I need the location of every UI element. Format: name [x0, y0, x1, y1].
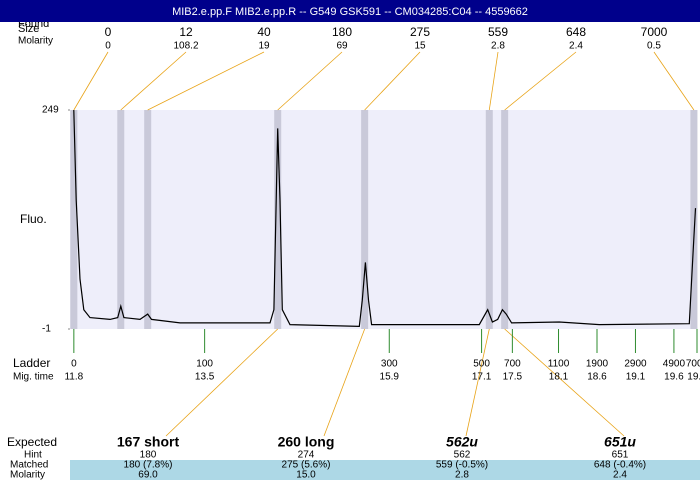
mig-time-label: Mig. time — [13, 372, 54, 383]
window-title: MIB2.e.pp.F MIB2.e.pp.R -- G549 GSK591 -… — [172, 6, 528, 18]
found-size: 180 — [332, 25, 352, 39]
peak-band — [361, 110, 369, 329]
ladder-size: 2900 — [624, 359, 647, 370]
found-size: 7000 — [641, 25, 668, 39]
hint-value: 651 — [612, 450, 629, 461]
found-molarity: 108.2 — [173, 41, 198, 52]
expected-molarity: 15.0 — [296, 470, 316, 480]
matched-label: Matched — [10, 460, 48, 471]
ladder-size: 0 — [71, 359, 77, 370]
hint-value: 180 — [140, 450, 157, 461]
expected-name: 260 long — [278, 434, 335, 450]
title-bar — [0, 0, 700, 22]
expected-label: Expected — [7, 435, 57, 449]
found-molarity: 2.4 — [569, 41, 583, 52]
ladder-size: 700 — [504, 359, 521, 370]
matched-row-bg — [70, 460, 700, 470]
peak-connector — [504, 51, 577, 111]
found-molarity: 0.5 — [647, 41, 661, 52]
y-axis-label: Fluo. — [20, 212, 47, 226]
ladder-time: 13.5 — [195, 372, 215, 383]
y-tick-label: 249 — [42, 105, 59, 116]
found-molarity: 19 — [258, 41, 270, 52]
ladder-size: 1100 — [548, 359, 570, 370]
found-size: 40 — [257, 25, 271, 39]
matched-value: 180 (7.8%) — [124, 460, 173, 471]
expected-connector — [465, 328, 490, 437]
ladder-size: 300 — [381, 359, 398, 370]
ladder-size: 1900 — [586, 359, 609, 370]
matched-value: 275 (5.6%) — [282, 460, 331, 471]
peak-connector — [488, 51, 499, 111]
found-molarity: 15 — [414, 41, 426, 52]
peak-band — [117, 110, 125, 329]
peak-band — [485, 110, 493, 329]
peak-band — [274, 110, 282, 329]
matched-value: 648 (-0.4%) — [594, 460, 646, 471]
expected-name: 651u — [604, 434, 636, 450]
found-molarity: 0 — [105, 41, 111, 52]
expected-molarity-label: Molarity — [10, 470, 45, 480]
expected-name: 562u — [446, 434, 478, 450]
ladder-size: 500 — [473, 359, 490, 370]
peak-connector — [653, 51, 695, 111]
peak-connector — [73, 51, 109, 111]
found-size: 12 — [179, 25, 193, 39]
ladder-time: 19.9 — [687, 372, 700, 383]
peak-band — [501, 110, 509, 329]
peak-band — [690, 110, 698, 329]
expected-molarity: 69.0 — [138, 470, 158, 480]
ladder-time: 19.6 — [664, 372, 684, 383]
molarity-row-bg — [70, 470, 700, 480]
expected-name: 167 short — [117, 434, 180, 450]
expected-connector — [504, 328, 625, 437]
expected-molarity: 2.8 — [455, 470, 469, 480]
expected-molarity: 2.4 — [613, 470, 627, 480]
peak-connector — [120, 51, 187, 111]
ladder-size: 4900 — [663, 359, 686, 370]
expected-connector — [323, 328, 366, 437]
ladder-time: 18.1 — [549, 372, 569, 383]
ladder-time: 11.8 — [64, 372, 83, 383]
fluorescence-trace — [73, 109, 697, 328]
plot-area — [70, 110, 697, 329]
found-size: 648 — [566, 25, 586, 39]
found-size: 559 — [488, 25, 508, 39]
peak-band — [144, 110, 152, 329]
hint-label: Hint — [24, 450, 42, 461]
y-tick-label: -1 — [42, 324, 51, 335]
found-molarity: 69 — [336, 41, 348, 52]
ladder-size: 100 — [196, 359, 213, 370]
molarity-label: Molarity — [18, 36, 53, 47]
ladder-size: 7000 — [686, 359, 700, 370]
peak-connector — [364, 51, 421, 111]
ladder-label: Ladder — [13, 356, 50, 370]
ladder-time: 17.1 — [472, 372, 492, 383]
ladder-time: 15.9 — [380, 372, 400, 383]
ladder-time: 17.5 — [503, 372, 523, 383]
hint-value: 274 — [298, 450, 315, 461]
found-size: 275 — [410, 25, 430, 39]
matched-value: 559 (-0.5%) — [436, 460, 488, 471]
ladder-time: 18.6 — [587, 372, 607, 383]
hint-value: 562 — [454, 450, 471, 461]
peak-band — [70, 110, 78, 329]
size-label: Size — [18, 23, 39, 35]
peak-connector — [147, 51, 265, 111]
expected-connector — [165, 328, 278, 437]
found-molarity: 2.8 — [491, 41, 505, 52]
found-size: 0 — [105, 25, 112, 39]
peak-connector — [277, 51, 343, 111]
ladder-time: 19.1 — [626, 372, 646, 383]
